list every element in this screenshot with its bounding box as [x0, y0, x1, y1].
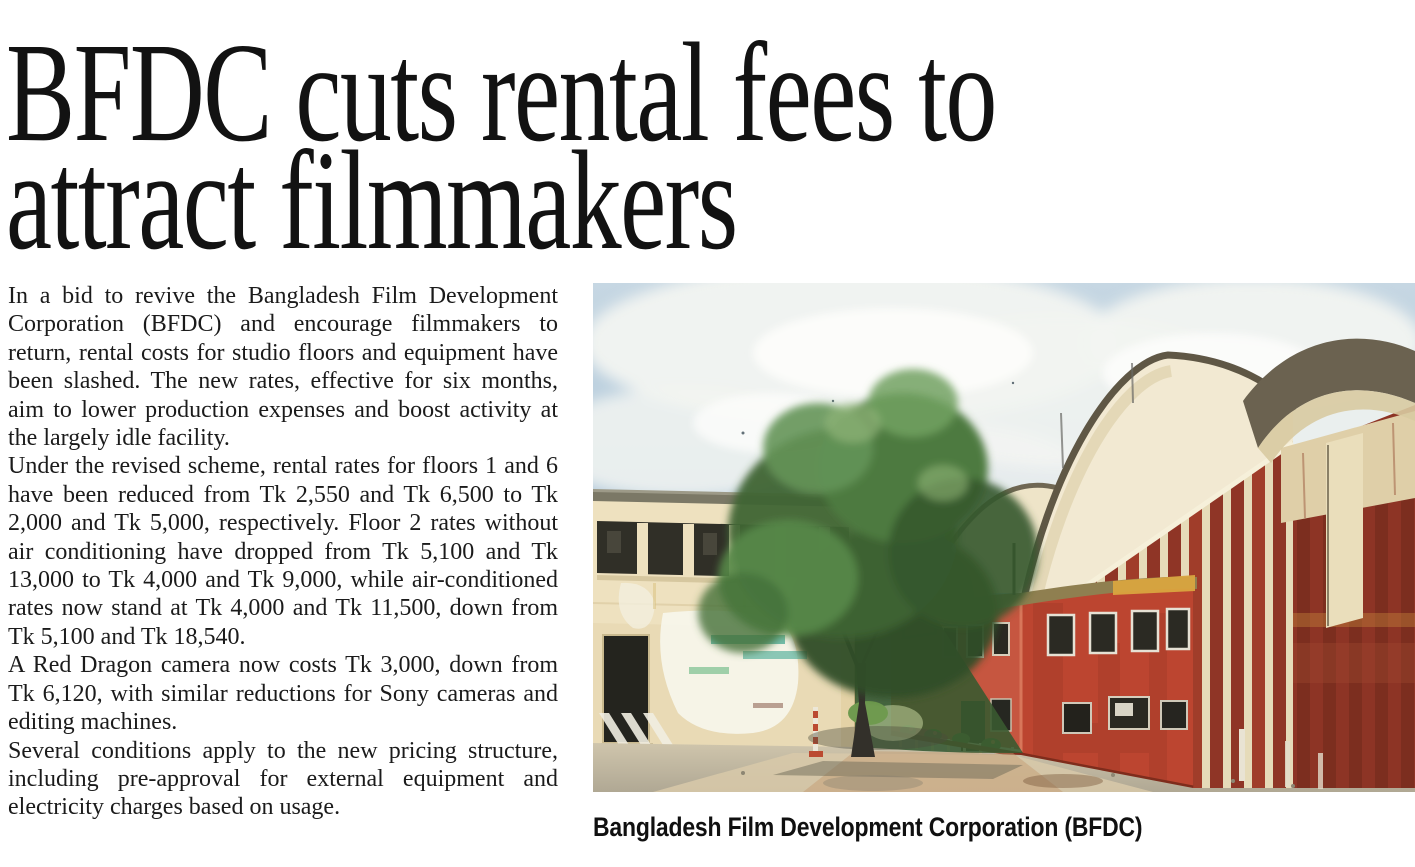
photo-caption: Bangladesh Film Development Corporation …	[593, 812, 1143, 842]
headline: BFDC cuts rental fees to attract filmmak…	[6, 13, 1362, 279]
props	[809, 707, 1323, 789]
chevrons	[599, 713, 673, 745]
paragraph-3: A Red Dragon camera now costs Tk 3,000, …	[8, 652, 558, 736]
lower-windows	[961, 696, 1188, 751]
bfdc-studio-photo	[593, 283, 1415, 792]
article-photo-figure: Bangladesh Film Development Corporation …	[593, 283, 1415, 867]
headline-line-2: attract filmmakers	[6, 121, 738, 279]
article-body: In a bid to revive the Bangladesh Film D…	[8, 282, 558, 822]
upper-windows	[1046, 607, 1191, 657]
bfdc-photo-illustration	[593, 283, 1415, 792]
paragraph-4: Several conditions apply to the new pric…	[8, 737, 558, 821]
headline-line-1: BFDC cuts rental fees to	[6, 13, 997, 171]
paragraph-1: In a bid to revive the Bangladesh Film D…	[8, 283, 558, 452]
paragraph-2: Under the revised scheme, rental rates f…	[8, 453, 558, 650]
bird-specks	[741, 381, 1015, 435]
pavement	[593, 743, 1415, 792]
tree	[698, 369, 1038, 757]
